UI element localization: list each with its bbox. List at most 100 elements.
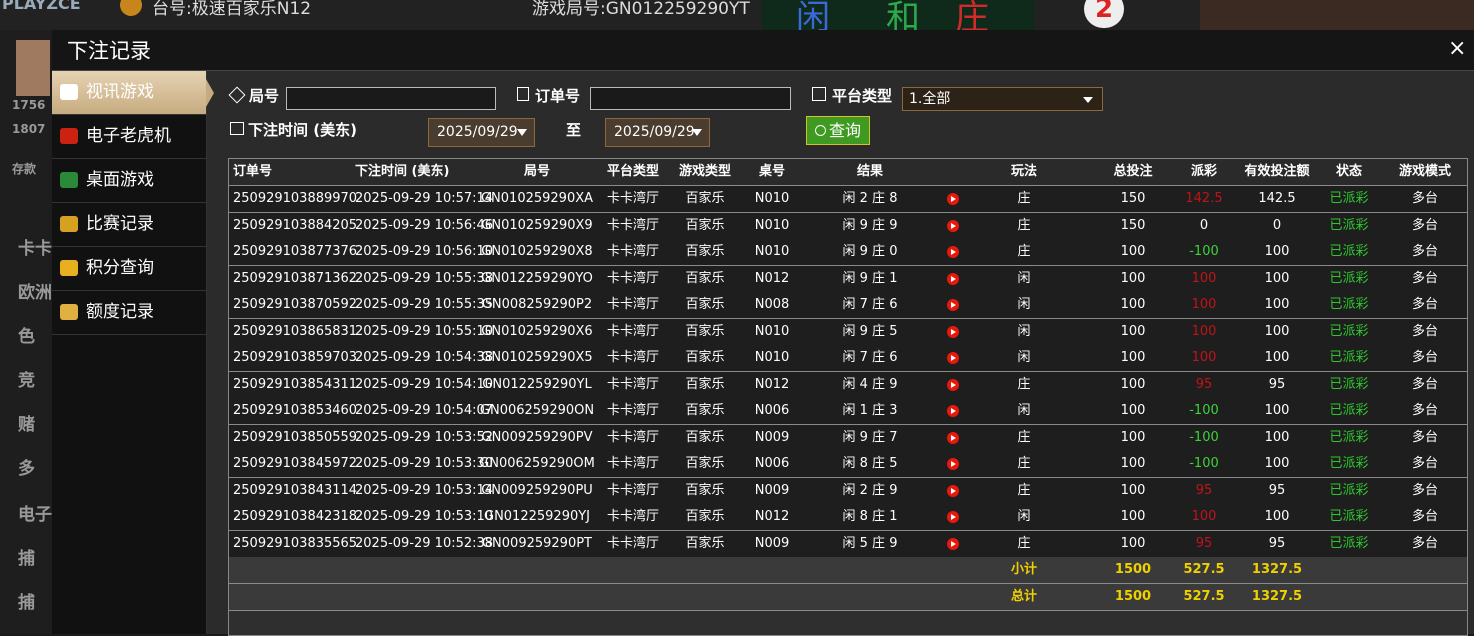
cell: 已派彩 xyxy=(1329,297,1369,312)
record-row: 250929103843114 2025-09-29 10:53:14 GN0092… xyxy=(229,477,1467,505)
cell: 闲 9 庄 1 xyxy=(842,270,898,286)
video-button[interactable] xyxy=(947,537,959,550)
close-button[interactable]: × xyxy=(1448,36,1467,61)
cell: 250929103850559 xyxy=(233,429,358,445)
cell: 卡卡湾厅 xyxy=(606,482,660,498)
cell: 已派彩 xyxy=(1329,323,1369,339)
cell: 卡卡湾厅 xyxy=(606,191,660,206)
cell: 闲 9 庄 9 xyxy=(842,217,898,233)
side-text: 竞 xyxy=(18,371,35,391)
menu-item[interactable]: 比赛记录 xyxy=(52,203,206,247)
cell: 250929103842318 xyxy=(233,509,358,524)
cell: 250929103870592 xyxy=(233,297,358,312)
menu-item[interactable]: 桌面游戏 xyxy=(52,159,206,203)
video-button[interactable] xyxy=(947,378,959,391)
info-icon xyxy=(120,0,142,16)
cell: 百家乐 xyxy=(685,270,725,286)
cell: 150 xyxy=(1120,191,1146,206)
cell: 250929103859703 xyxy=(233,350,358,365)
active-arrow xyxy=(206,79,214,107)
cell: 闲 xyxy=(1017,270,1031,286)
cell: 百家乐 xyxy=(685,376,725,392)
record-table: 订单号 下注时间 (美东) 局号 平台类型 游戏类型 桌号 结果 玩法 总投注 派彩 有效投注额 状态… xyxy=(228,158,1468,636)
video-button[interactable] xyxy=(947,272,959,285)
cell: 已派彩 xyxy=(1329,270,1369,286)
cell: 卡卡湾厅 xyxy=(606,429,660,445)
video-button[interactable] xyxy=(947,246,959,258)
cell: 100 xyxy=(1191,350,1217,365)
cell: N010 xyxy=(754,323,790,339)
video-button[interactable] xyxy=(947,219,959,232)
cell: 庄 xyxy=(1017,217,1031,233)
cell: 卡卡湾厅 xyxy=(606,509,660,524)
calendar-icon xyxy=(230,122,244,135)
record-row: 250929103859703 2025-09-29 10:54:38 GN0102… xyxy=(229,345,1467,372)
menu-item[interactable]: 视讯游戏 xyxy=(52,71,214,115)
cell: N012 xyxy=(754,270,790,286)
cell: 100 xyxy=(1264,244,1290,259)
date-from[interactable]: 2025/09/29 xyxy=(428,118,535,147)
cell: 100 xyxy=(1264,509,1290,524)
cell: 已派彩 xyxy=(1329,482,1369,498)
video-thumb xyxy=(1200,0,1474,30)
video-button[interactable] xyxy=(947,352,959,364)
cell: 闲 xyxy=(1017,297,1031,312)
video-button[interactable] xyxy=(947,405,959,417)
summary-payout: 527.5 xyxy=(1183,562,1225,577)
cell: N009 xyxy=(754,535,790,551)
menu-label: 积分查询 xyxy=(86,258,154,278)
video-button[interactable] xyxy=(947,484,959,497)
cell: 100 xyxy=(1120,403,1146,418)
cell: 卡卡湾厅 xyxy=(606,350,660,365)
cell: 142.5 xyxy=(1258,191,1296,206)
cell: 已派彩 xyxy=(1329,217,1369,233)
menu-item[interactable]: 额度记录 xyxy=(52,291,206,335)
date-from-text: 2025/09/29 xyxy=(437,124,518,140)
video-button[interactable] xyxy=(947,325,959,338)
header-row: 订单号 下注时间 (美东) 局号 平台类型 游戏类型 桌号 结果 玩法 总投注 派彩 有效投注额 状态… xyxy=(229,159,1467,186)
cell: 95 xyxy=(1268,535,1286,551)
column-header: 桌号 xyxy=(758,164,786,179)
avatar xyxy=(16,40,50,96)
cell: 250929103865831 xyxy=(233,323,358,339)
menu-label: 桌面游戏 xyxy=(86,170,154,190)
record-row: 250929103854311 2025-09-29 10:54:10 GN0122… xyxy=(229,371,1467,399)
cell: 已派彩 xyxy=(1329,191,1369,206)
video-button[interactable] xyxy=(947,299,959,311)
menu-item[interactable]: 电子老虎机 xyxy=(52,115,206,159)
video-button[interactable] xyxy=(947,431,959,444)
cell: 2025-09-29 10:53:14 xyxy=(355,482,494,498)
cell: 闲 xyxy=(1017,323,1031,339)
cell: 多台 xyxy=(1411,482,1439,498)
menu-icon xyxy=(60,84,78,100)
cell: N010 xyxy=(754,191,790,206)
table-name: 台号:极速百家乐N12 xyxy=(152,0,312,19)
video-button[interactable] xyxy=(947,458,959,470)
date-to[interactable]: 2025/09/29 xyxy=(605,118,710,147)
cell: N009 xyxy=(754,482,790,498)
subtotal-row: 小计 1500 527.5 1327.5 xyxy=(229,557,1467,584)
video-button[interactable] xyxy=(947,193,959,205)
cell: N012 xyxy=(754,509,790,524)
cell: 闲 xyxy=(1017,350,1031,365)
platform-select[interactable]: 1.全部 xyxy=(902,87,1103,111)
cell: 闲 8 庄 1 xyxy=(842,509,898,524)
menu-item[interactable]: 积分查询 xyxy=(52,247,206,291)
query-button[interactable]: 查询 xyxy=(806,116,870,145)
cell: 250929103889970 xyxy=(233,191,358,206)
order-label: 订单号 xyxy=(515,85,580,106)
column-header: 游戏模式 xyxy=(1398,164,1452,179)
column-header: 局号 xyxy=(523,164,551,179)
column-header: 玩法 xyxy=(1010,164,1038,179)
cell: 100 xyxy=(1120,376,1146,392)
summary-label: 小计 xyxy=(1010,562,1038,577)
cell: 已派彩 xyxy=(1329,350,1369,365)
video-button[interactable] xyxy=(947,511,959,523)
record-row: 250929103884205 2025-09-29 10:56:46 GN0102… xyxy=(229,212,1467,240)
order-input[interactable] xyxy=(590,87,791,110)
cell: 百家乐 xyxy=(685,297,725,312)
cell: 100 xyxy=(1264,270,1290,286)
round-input[interactable] xyxy=(286,87,496,110)
cell: 庄 xyxy=(1017,456,1031,471)
cell: 百家乐 xyxy=(685,403,725,418)
